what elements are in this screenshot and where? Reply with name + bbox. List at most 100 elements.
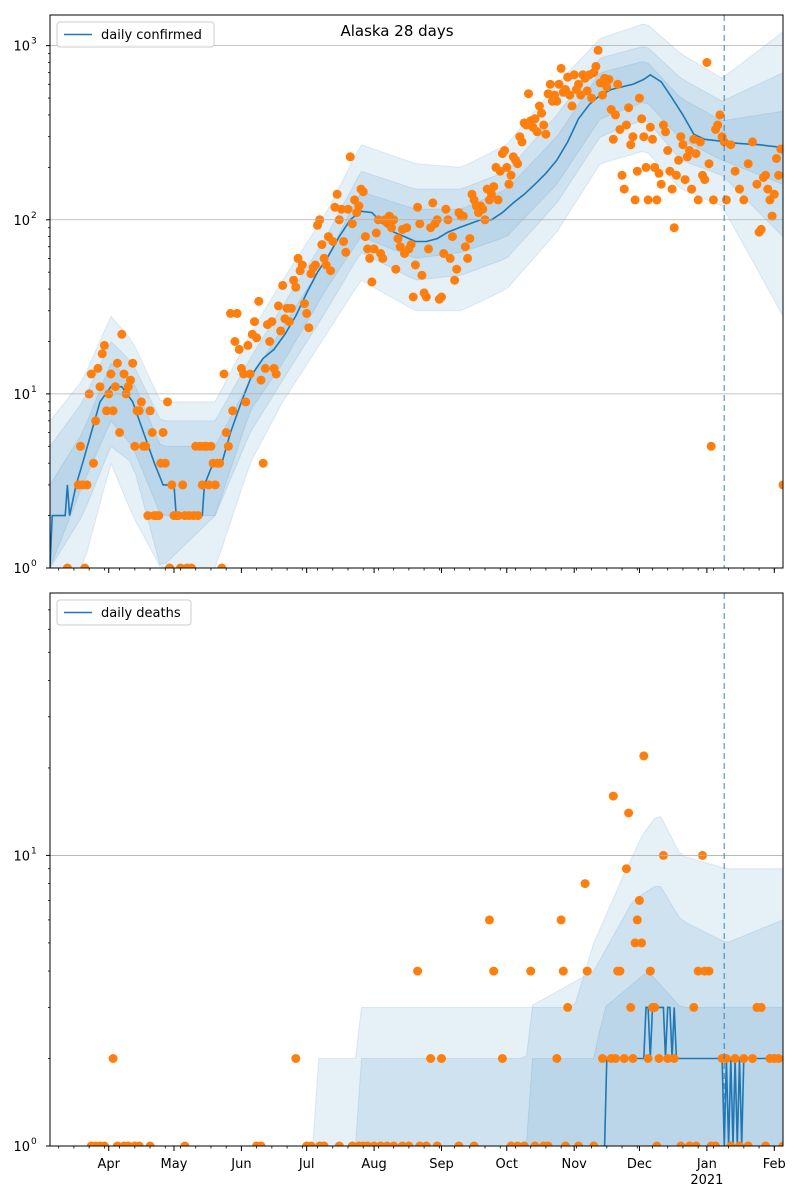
data-point (772, 154, 781, 163)
data-point (756, 1002, 766, 1012)
y-tick-exponent: 2 (31, 211, 37, 221)
data-point (117, 329, 127, 339)
data-point (574, 79, 583, 89)
data-point (317, 240, 327, 250)
data-point (193, 511, 203, 521)
data-point (676, 132, 686, 142)
data-point (713, 120, 723, 130)
data-point (143, 511, 153, 521)
data-point (339, 237, 349, 246)
data-point (112, 358, 122, 368)
data-point (469, 1141, 479, 1146)
data-point (700, 175, 710, 185)
data-point (691, 149, 701, 159)
data-point (671, 170, 681, 180)
data-point (97, 349, 107, 359)
data-point (252, 333, 262, 343)
x-tick-label: Aug (361, 1157, 386, 1172)
data-point (598, 1054, 607, 1063)
data-point (310, 260, 320, 270)
y-tick-label: 10 (13, 40, 30, 55)
data-point (389, 1141, 399, 1146)
data-point (643, 1054, 653, 1063)
data-point (82, 480, 92, 490)
data-point (628, 1054, 638, 1063)
data-point (587, 93, 597, 103)
data-point (513, 159, 523, 169)
data-point (645, 966, 655, 976)
data-point (534, 101, 544, 111)
data-point (241, 397, 251, 407)
data-point (580, 879, 590, 889)
data-point (106, 369, 116, 379)
x-tick-label: Apr (97, 1157, 120, 1172)
confidence-band (50, 885, 783, 1146)
data-point (704, 966, 714, 976)
data-point (141, 441, 151, 451)
data-point (126, 375, 135, 385)
axes-frame (49, 14, 784, 569)
data-point (134, 1141, 144, 1146)
data-point (711, 1141, 721, 1146)
figure-title: Alaska 28 days (340, 22, 453, 40)
data-point (99, 340, 109, 350)
x-tick-label: Sep (429, 1157, 454, 1172)
data-point (343, 204, 353, 214)
data-point (273, 301, 283, 311)
data-point (663, 146, 673, 155)
data-point (574, 1141, 583, 1146)
data-point (687, 184, 697, 194)
data-point (278, 280, 288, 290)
confidence-band (50, 815, 783, 1146)
data-point (611, 1054, 620, 1063)
data-point (284, 317, 294, 327)
data-point (519, 1141, 529, 1146)
data-point (206, 441, 216, 451)
data-point (413, 966, 423, 976)
data-point (163, 397, 172, 407)
data-point (632, 166, 642, 176)
data-point (626, 1002, 636, 1012)
data-point (254, 296, 264, 306)
data-point (552, 96, 562, 106)
x-tick-label: Jun (230, 1157, 251, 1172)
data-point (552, 1054, 562, 1063)
data-point (371, 228, 381, 238)
data-point (232, 308, 242, 318)
data-point (689, 1002, 699, 1012)
data-point (680, 175, 690, 185)
data-point (271, 369, 281, 379)
data-point (358, 187, 368, 197)
data-point (147, 428, 157, 437)
y-tick-label: 10 (13, 214, 30, 229)
y-tick-exponent: 1 (31, 385, 37, 395)
data-point (726, 140, 736, 150)
data-point (611, 110, 620, 120)
data-point (95, 382, 105, 392)
data-point (630, 195, 640, 205)
data-point (463, 253, 473, 263)
data-point (256, 1141, 266, 1146)
data-point (250, 317, 259, 327)
data-point (502, 162, 512, 172)
data-point (445, 253, 455, 263)
data-point (634, 93, 644, 103)
data-point (615, 966, 625, 976)
data-point (239, 369, 249, 379)
data-point (76, 441, 85, 451)
data-point (778, 480, 783, 490)
data-point (628, 132, 638, 142)
data-point (173, 511, 183, 521)
x-tick-label: Jan (696, 1157, 717, 1172)
data-point (487, 189, 496, 199)
data-point (743, 159, 753, 169)
x-tick-label: Oct (496, 1157, 518, 1172)
data-point (450, 275, 460, 285)
series-line (50, 73, 783, 568)
data-point (458, 211, 468, 221)
data-point (554, 79, 564, 89)
data-point (637, 114, 647, 124)
data-point (180, 1141, 190, 1146)
